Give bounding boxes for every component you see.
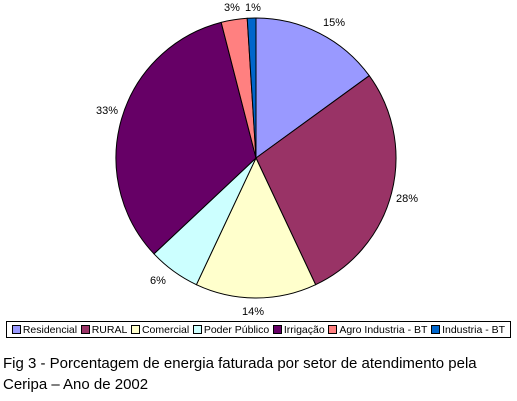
slice-label-agro-industria-bt: 3%	[224, 2, 240, 14]
legend-item-irrigacao: Irrigação	[272, 323, 325, 336]
legend-label: Agro Industria - BT	[339, 323, 428, 336]
legend-label: Poder Público	[203, 323, 270, 336]
slice-label-comercial: 14%	[242, 306, 264, 318]
pie-chart: 15% 28% 14% 6% 33% 3% 1%	[96, 2, 418, 318]
pie-slice-comercial	[195, 157, 317, 299]
pie-slice-residencial	[255, 17, 370, 159]
legend-swatch	[431, 325, 441, 334]
legend-label: Comercial	[141, 323, 190, 336]
legend-swatch	[130, 325, 140, 334]
pie-slice-irrigacao	[115, 21, 257, 255]
pie-slice-rural	[255, 75, 397, 286]
pie-slices	[115, 17, 397, 299]
legend-label: Irrigação	[283, 323, 325, 336]
legend-label: Residencial	[22, 323, 78, 336]
legend-label: RURAL	[91, 323, 128, 336]
figure-caption: Fig 3 - Porcentagem de energia faturada …	[3, 355, 477, 393]
slice-label-poder-publico: 6%	[150, 275, 166, 287]
legend-swatch	[192, 325, 202, 334]
legend-item-rural: RURAL	[80, 323, 128, 336]
pie-slice-industria-bt	[246, 17, 257, 159]
legend-item-poder-publico: Poder Público	[192, 323, 270, 336]
legend-item-industria-bt: Industria - BT	[431, 324, 505, 336]
legend-swatch	[80, 325, 90, 334]
legend-item-agro-industria-bt: Agro Industria - BT	[328, 324, 427, 336]
legend-item-comercial: Comercial	[130, 323, 190, 336]
legend-item-residencial: Residencial	[11, 323, 78, 336]
slice-label-industria-bt: 1%	[245, 2, 261, 14]
slice-label-rural: 28%	[396, 193, 418, 205]
pie-slice-labels: 15% 28% 14% 6% 33% 3% 1%	[96, 2, 418, 318]
legend-label: Industria - BT	[442, 323, 506, 336]
slice-label-residencial: 15%	[323, 17, 345, 29]
legend-swatch	[11, 325, 21, 334]
legend-swatch	[272, 325, 282, 334]
legend-swatch	[328, 325, 338, 334]
slice-label-irrigacao: 33%	[96, 105, 118, 117]
chart-legend: Residencial RURAL Comercial Poder Público Ir…	[6, 321, 511, 338]
